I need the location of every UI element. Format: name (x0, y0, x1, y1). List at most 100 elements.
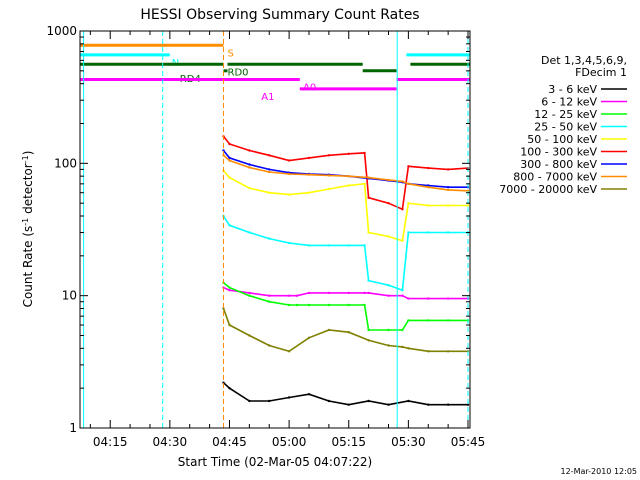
data-point (347, 403, 350, 406)
data-point (307, 303, 311, 307)
data-point (295, 303, 299, 307)
legend-item-800-7000-kev: 800 - 7000 keV (513, 171, 627, 184)
data-point (363, 244, 366, 247)
x-tick: 04:15 (93, 31, 128, 449)
data-point (327, 291, 331, 295)
chart-title: HESSI Observing Summary Count Rates (140, 7, 419, 23)
data-point (248, 291, 251, 295)
data-point (295, 294, 299, 297)
data-point (367, 339, 370, 342)
legend-item-3-6-kev: 3 - 6 keV (548, 83, 627, 96)
data-point (268, 294, 271, 297)
data-point (228, 286, 231, 289)
data-point (466, 189, 470, 192)
data-point (347, 244, 350, 247)
x-tick-label: 04:15 (93, 435, 128, 449)
data-point (347, 303, 350, 307)
x-tick-label: 04:30 (153, 435, 188, 449)
data-point (363, 303, 366, 307)
data-point (401, 328, 404, 332)
data-point (228, 323, 231, 327)
data-point (228, 176, 231, 179)
series-line (222, 135, 469, 211)
x-tick: 05:30 (391, 31, 426, 449)
data-point (466, 403, 470, 406)
data-point (228, 224, 231, 227)
data-point (427, 204, 430, 207)
data-point (367, 196, 370, 199)
data-point (222, 307, 225, 310)
data-point (387, 178, 390, 182)
y-tick: 1 (69, 421, 470, 435)
data-point (248, 149, 251, 152)
state-label: S (228, 48, 234, 59)
data-point (427, 231, 430, 234)
data-point (466, 204, 470, 207)
legend-item-100-300-kev: 100 - 300 keV (520, 146, 627, 159)
data-point (248, 399, 251, 403)
data-point (367, 279, 370, 282)
legend-label: 50 - 100 keV (527, 133, 597, 146)
data-point (228, 289, 231, 292)
data-point (307, 291, 311, 295)
data-point (407, 182, 410, 185)
series-7000-20000-kev (222, 307, 470, 353)
data-point (427, 350, 430, 353)
series-3-6-kev (222, 381, 470, 406)
state-label: RD0 (228, 67, 249, 78)
data-point (401, 345, 404, 349)
data-point (387, 294, 390, 297)
data-point (248, 163, 251, 166)
data-point (407, 231, 410, 234)
y-tick: 100 (54, 156, 470, 170)
data-point (387, 284, 390, 287)
data-point (268, 154, 271, 157)
x-tick: 04:45 (212, 31, 247, 449)
legend-label: 100 - 300 keV (520, 146, 597, 159)
data-point (367, 328, 370, 332)
legend-label: 12 - 25 keV (534, 108, 597, 121)
data-point (446, 186, 450, 189)
legend-label: 25 - 50 keV (534, 121, 597, 134)
data-point (446, 350, 450, 353)
y-tick-label: 1000 (46, 24, 77, 38)
plot-timestamp: 12-Mar-2010 12:05 (561, 467, 638, 476)
data-point (268, 191, 271, 194)
y-tick: 1000 (46, 24, 470, 38)
data-point (327, 174, 331, 177)
data-point (427, 297, 430, 300)
series-800-7000-kev (222, 154, 470, 192)
x-tick: 05:15 (331, 31, 366, 449)
data-point (407, 297, 410, 300)
data-point (268, 168, 271, 171)
x-tick-label: 05:15 (331, 435, 366, 449)
state-rd0: RD0 (80, 62, 470, 78)
x-tick-label: 05:30 (391, 435, 426, 449)
data-point (268, 170, 271, 174)
data-point (327, 187, 331, 191)
data-point (327, 303, 331, 307)
data-point (446, 204, 450, 207)
data-point (347, 291, 350, 295)
series-line (222, 215, 468, 292)
data-point (248, 166, 251, 169)
data-point (222, 149, 225, 152)
data-point (446, 297, 450, 300)
series-100-300-kev (222, 135, 470, 211)
data-point (367, 176, 370, 179)
series-6-12-kev (222, 286, 470, 300)
data-point (367, 399, 370, 403)
data-point (446, 319, 450, 322)
data-point (307, 156, 311, 160)
data-point (307, 393, 311, 396)
x-tick: 04:30 (153, 31, 188, 449)
x-tick-label: 05:00 (272, 435, 307, 449)
data-point (363, 151, 366, 155)
data-point (427, 166, 430, 170)
data-point (427, 403, 430, 406)
x-axis-label: Start Time (02-Mar-05 04:07:22) (178, 455, 372, 469)
data-point (287, 294, 291, 297)
data-point (327, 399, 331, 403)
